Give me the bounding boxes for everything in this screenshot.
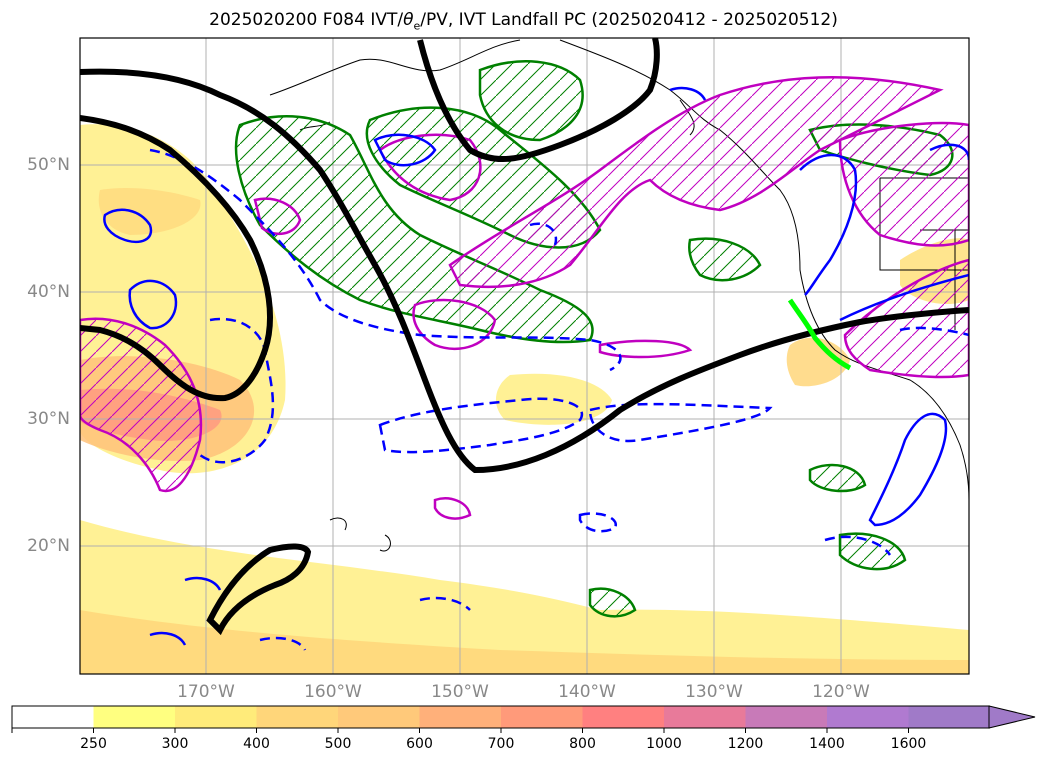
colorbar-segment — [745, 706, 828, 728]
landfall-line — [787, 298, 852, 371]
colorbar-tick-label: 300 — [161, 736, 189, 752]
lat-label-30n: 30°N — [27, 409, 70, 429]
colorbar-tick-label: 250 — [80, 736, 107, 752]
lat-label-50n: 50°N — [27, 155, 70, 175]
lon-label-120w: 120°W — [812, 682, 870, 702]
map-frame — [79, 37, 970, 675]
jet-contours — [80, 38, 969, 636]
colorbar-segment — [664, 706, 746, 728]
lat-label-20n: 20°N — [27, 536, 70, 556]
lon-label-150w: 150°W — [431, 682, 489, 702]
colorbar-tick-label: 700 — [487, 736, 515, 752]
ivt-colorbar — [11, 705, 1036, 733]
colorbar-segment — [419, 706, 502, 728]
colorbar-tick-label: 800 — [569, 736, 596, 752]
colorbar-tick-label: 1000 — [646, 736, 682, 752]
colorbar-tick-label: 1400 — [809, 736, 845, 752]
colorbar-segment — [582, 706, 665, 728]
colorbar-segment — [501, 706, 583, 728]
lon-label-130w: 130°W — [685, 682, 743, 702]
magenta-hatched-contours — [80, 76, 969, 493]
blue-solid-contours — [103, 86, 969, 646]
colorbar-tick-label: 1200 — [727, 736, 764, 752]
colorbar-segment — [256, 706, 339, 728]
colorbar-segment — [12, 706, 94, 728]
lon-label-140w: 140°W — [558, 682, 616, 702]
figure-title: 2025020200 F084 IVT/θe/PV, IVT Landfall … — [209, 10, 838, 33]
colorbar-segment — [827, 706, 909, 728]
colorbar-segment — [908, 706, 991, 728]
colorbar-segment — [175, 706, 257, 728]
colorbar-tick-label: 1600 — [890, 736, 927, 752]
colorbar-extend-arrow — [988, 705, 1036, 729]
colorbar-segment — [338, 706, 420, 728]
lon-label-170w: 170°W — [177, 682, 235, 702]
colorbar-tick-label: 500 — [324, 736, 352, 752]
lon-label-160w: 160°W — [304, 682, 362, 702]
lat-label-40n: 40°N — [27, 282, 70, 302]
colorbar-tick-label: 600 — [406, 736, 433, 752]
colorbar-tick-label: 400 — [243, 736, 270, 752]
colorbar-segment — [93, 706, 176, 728]
blue-dashed-contours — [149, 148, 969, 651]
